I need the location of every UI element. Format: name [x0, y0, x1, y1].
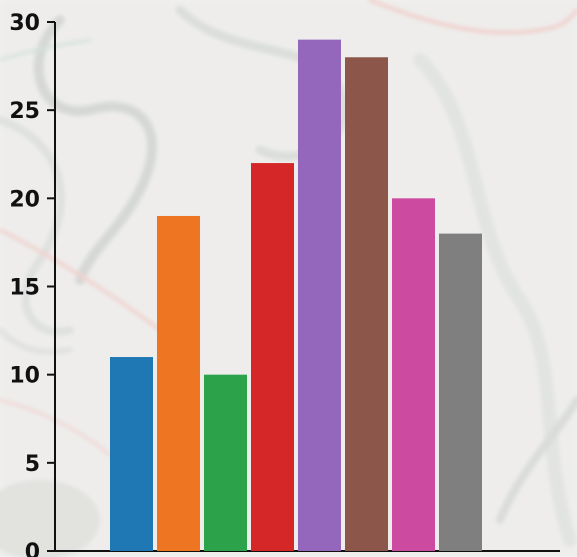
y-tick-label: 15: [9, 276, 40, 301]
bars: [110, 39, 482, 552]
y-tick-label: 0: [25, 540, 40, 557]
bar: [110, 357, 153, 551]
y-tick-label: 30: [9, 11, 40, 36]
y-tick-label: 5: [25, 452, 40, 477]
bar: [298, 39, 341, 552]
bar: [251, 163, 294, 552]
bar: [345, 57, 388, 552]
y-tick-label: 25: [9, 99, 40, 124]
y-tick-label: 20: [9, 187, 40, 212]
y-tick-label: 10: [9, 364, 40, 389]
bar: [439, 233, 482, 551]
bar: [157, 215, 200, 551]
y-ticks: 0 5 10 15 20 25 30: [9, 11, 55, 557]
bar: [392, 198, 435, 552]
bar: [204, 374, 247, 551]
